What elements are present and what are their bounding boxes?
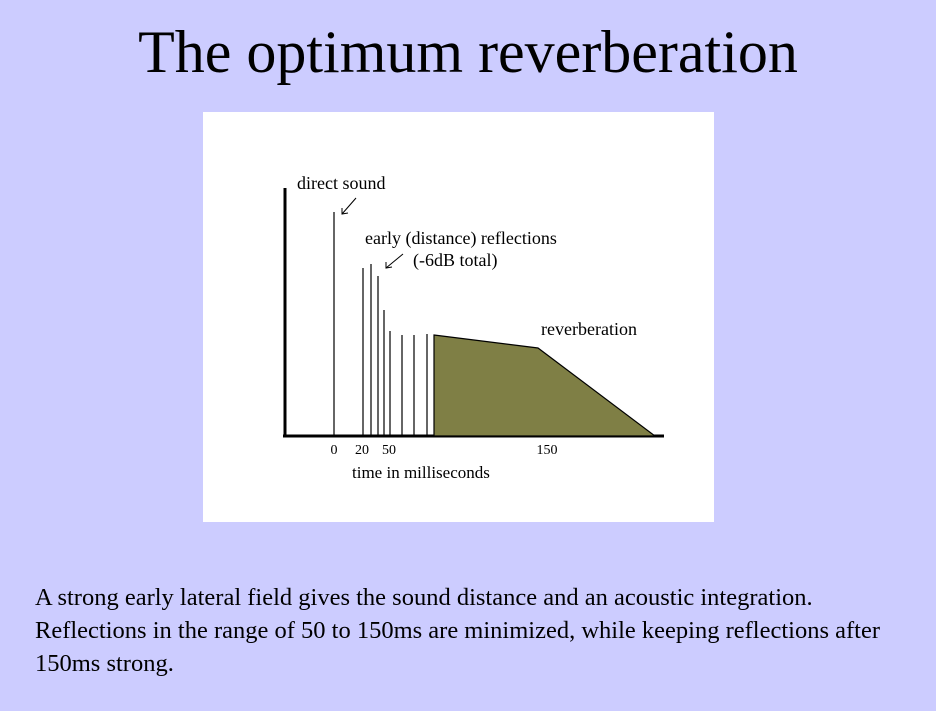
slide-title: The optimum reverberation: [138, 19, 798, 85]
early-reflections-label: early (distance) reflections: [365, 228, 557, 249]
direct-sound-arrow: [341, 197, 357, 215]
tick-label-20: 20: [355, 443, 369, 458]
tick-label-150: 150: [537, 443, 558, 458]
caption: A strong early lateral field gives the s…: [35, 584, 880, 677]
tick-label-50: 50: [382, 443, 396, 458]
x-axis-label: time in milliseconds: [352, 463, 490, 482]
reverberation-label: reverberation: [541, 319, 637, 339]
reverberation-diagram: direct sound early (distance) reflection…: [283, 173, 664, 482]
reverberation-region: [433, 334, 657, 437]
diagram-panel: direct sound early (distance) reflection…: [203, 112, 714, 522]
tick-label-0: 0: [331, 443, 338, 458]
direct-sound-label: direct sound: [297, 173, 385, 193]
early-reflections-arrow: [385, 253, 404, 269]
early-reflections-sublabel: (-6dB total): [413, 250, 497, 271]
early-reflection-impulses: [362, 264, 428, 435]
